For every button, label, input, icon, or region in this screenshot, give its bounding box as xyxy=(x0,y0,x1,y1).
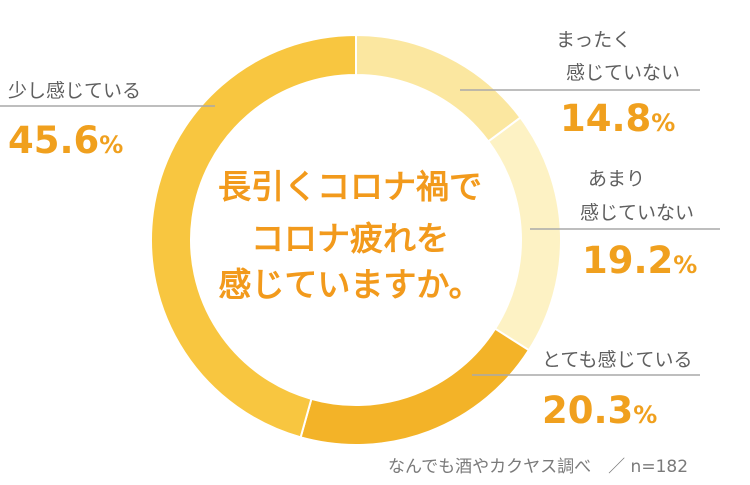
label-amari-line1: あまり xyxy=(588,168,646,190)
center-question-line2: コロナ疲れを xyxy=(251,219,449,258)
value-amari-unit: % xyxy=(673,251,698,279)
donut-slices xyxy=(150,33,562,446)
label-totemo: とても感じている xyxy=(542,349,693,371)
center-question-line3: 感じていますか。 xyxy=(218,265,482,304)
value-sukoshi-number: 45.6 xyxy=(8,119,100,162)
value-amari: 19.2% xyxy=(582,242,697,279)
label-sukoshi: 少し感じている xyxy=(8,80,142,102)
label-amari-line2: 感じていない xyxy=(580,202,695,224)
center-question-line1: 長引くコロナ禍で xyxy=(218,167,482,206)
label-mattaku-line2: 感じていない xyxy=(566,62,681,84)
value-totemo-unit: % xyxy=(633,401,658,429)
source-note: なんでも酒やカクヤス調べ ／ n=182 xyxy=(388,457,689,477)
value-totemo: 20.3% xyxy=(542,392,657,429)
value-amari-number: 19.2 xyxy=(582,239,674,282)
value-mattaku: 14.8% xyxy=(560,100,675,137)
leader-lines xyxy=(0,89,720,376)
slice-1 xyxy=(355,33,522,143)
slice-3 xyxy=(299,327,531,446)
value-mattaku-unit: % xyxy=(651,109,676,137)
value-sukoshi: 45.6% xyxy=(8,122,123,159)
value-mattaku-number: 14.8 xyxy=(560,97,652,140)
value-totemo-number: 20.3 xyxy=(542,389,634,432)
label-mattaku-line1: まったく xyxy=(556,29,632,51)
slice-4 xyxy=(150,33,357,439)
value-sukoshi-unit: % xyxy=(99,131,124,159)
